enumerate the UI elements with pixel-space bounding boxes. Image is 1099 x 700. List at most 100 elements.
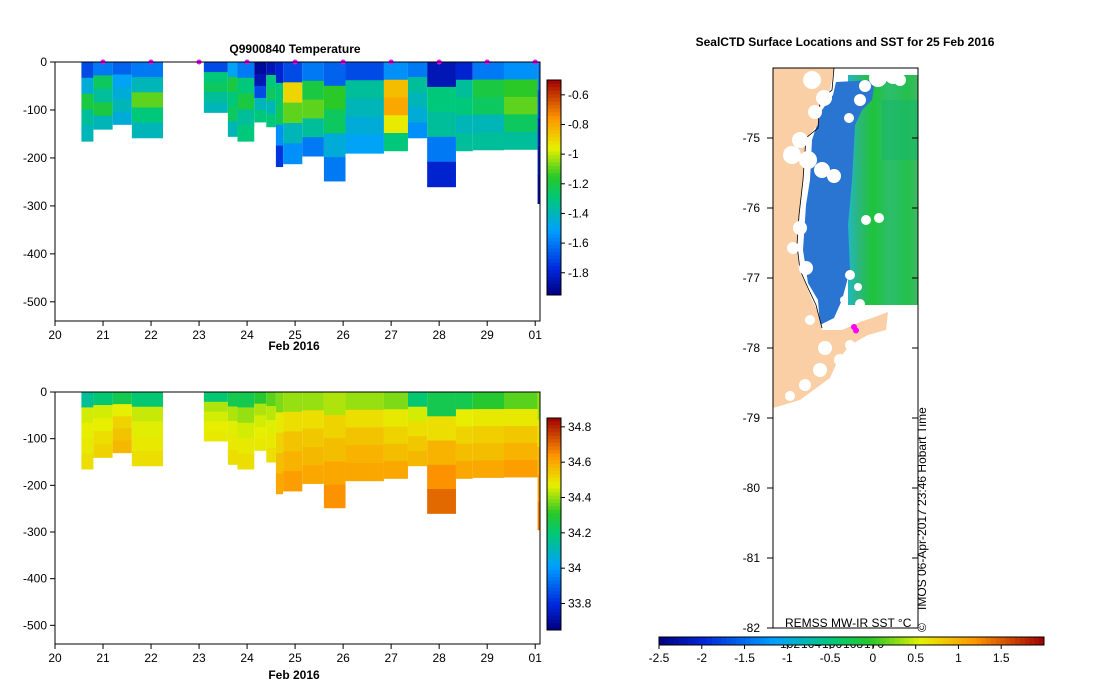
colorbar-step xyxy=(547,531,561,536)
profile-12-cell-0 xyxy=(323,62,346,87)
sst-colorbar-step xyxy=(822,637,828,645)
sst-colorbar-step xyxy=(711,637,718,645)
sst-colorbar-step xyxy=(760,637,766,645)
sst-colorbar-step xyxy=(687,637,694,645)
profile-3-cell-0 xyxy=(131,392,164,408)
profile-0-cell-3 xyxy=(81,438,94,455)
profile-18-cell-2 xyxy=(472,97,504,116)
profile-18-cell-4 xyxy=(472,460,504,478)
profile-8-cell-3 xyxy=(266,100,276,115)
profile-18-cell-1 xyxy=(472,409,504,427)
colorbar-step xyxy=(547,453,561,458)
colorbar-step xyxy=(547,80,561,85)
colorbar-step xyxy=(547,474,561,479)
profile-11-cell-4 xyxy=(302,137,324,157)
profile-19-cell-3 xyxy=(503,442,538,461)
profile-1-cell-1 xyxy=(93,405,113,419)
x-tick-label: 24 xyxy=(240,328,254,342)
sst-colorbar-step xyxy=(832,637,838,645)
y-tick-label: -100 xyxy=(23,432,47,446)
sst-colorbar-step xyxy=(942,637,949,645)
sst-colorbar-step xyxy=(692,637,698,645)
colorbar-step xyxy=(547,259,561,264)
sst-colorbar-tick-label: -2 xyxy=(696,651,707,665)
profile-17-cell-3 xyxy=(455,115,473,134)
y-tick-label: -400 xyxy=(23,572,47,586)
colorbar-step xyxy=(547,601,561,606)
profile-1-cell-0 xyxy=(93,392,113,406)
colorbar-tick-label: -0.8 xyxy=(568,117,589,131)
colorbar-step xyxy=(547,287,561,292)
colorbar-step xyxy=(547,262,561,267)
colorbar-step xyxy=(547,219,561,224)
profile-8-cell-2 xyxy=(266,87,276,102)
profile-11-cell-2 xyxy=(302,99,324,119)
colorbar-tick-label: 34.6 xyxy=(568,455,592,469)
sst-map-title: SealCTD Surface Locations and SST for 25… xyxy=(696,35,995,49)
colorbar-step xyxy=(547,552,561,557)
profile-9-cell-4 xyxy=(275,473,284,495)
profile-2-cell-3 xyxy=(112,428,132,442)
sst-map-panel: SealCTD Surface Locations and SST for 25… xyxy=(649,35,1045,665)
sst-colorbar-step xyxy=(1034,637,1040,645)
profile-2-cell-1 xyxy=(112,74,132,88)
lat-tick-label: -78 xyxy=(743,341,761,355)
profile-9-cell-1 xyxy=(275,412,284,434)
sst-colorbar-step xyxy=(928,637,934,645)
y-tick-label: -300 xyxy=(23,199,47,213)
sst-colorbar-step xyxy=(890,637,896,645)
sst-colorbar-step xyxy=(976,637,982,645)
colorbar-step xyxy=(547,140,561,145)
sst-patch xyxy=(882,100,918,160)
profile-2-cell-1 xyxy=(112,404,132,417)
sst-colorbar-step xyxy=(957,637,963,645)
profile-14-cell-2 xyxy=(383,426,408,445)
colorbar-step xyxy=(547,191,561,196)
profile-5-cell-1 xyxy=(227,76,238,93)
x-tick-label: 20 xyxy=(48,328,62,342)
colorbar-frame xyxy=(546,417,562,631)
colorbar-step xyxy=(547,615,561,620)
colorbar-step xyxy=(547,90,561,95)
x-tick-label: 21 xyxy=(96,651,110,665)
profile-4-cell-4 xyxy=(203,102,228,113)
profile-15-cell-2 xyxy=(407,421,428,437)
y-tick-label: 0 xyxy=(40,385,47,399)
x-tick-label: 25 xyxy=(288,651,302,665)
colorbar-step xyxy=(547,495,561,500)
colorbar-step xyxy=(547,166,561,171)
profile-17-cell-0 xyxy=(455,62,473,81)
profile-16-cell-0 xyxy=(427,62,456,88)
profile-20-cell-1 xyxy=(537,419,540,448)
profile-4-cell-2 xyxy=(203,411,228,422)
profile-14-cell-0 xyxy=(383,392,408,410)
colorbar-step xyxy=(547,180,561,185)
temperature-section-title: Q9900840 Temperature xyxy=(229,42,361,56)
sst-colorbar-step xyxy=(813,637,819,645)
profile-13-cell-2 xyxy=(345,98,384,118)
y-tick-label: 0 xyxy=(40,55,47,69)
sst-map-lat-ticks: -75 -76 -77 -78 -79 -80 -81 -82 xyxy=(743,131,918,635)
profile-4-cell-3 xyxy=(203,421,228,432)
profile-6-cell-1 xyxy=(237,77,255,95)
profile-4-cell-0 xyxy=(203,62,228,73)
colorbar-step xyxy=(547,226,561,231)
profile-14-cell-1 xyxy=(383,79,408,98)
colorbar-step xyxy=(547,449,561,454)
profile-12-cell-0 xyxy=(323,392,346,416)
colorbar-step xyxy=(547,112,561,117)
profile-13-cell-3 xyxy=(345,116,384,136)
temperature-y-ticks: 0 -100 -200 -300 -400 -500 xyxy=(23,55,55,309)
colorbar-step xyxy=(547,162,561,167)
colorbar-step xyxy=(547,562,561,567)
colorbar-step xyxy=(547,612,561,617)
sst-colorbar-step xyxy=(803,637,809,645)
seal-location-marker xyxy=(853,327,859,334)
profile-9-cell-3 xyxy=(275,124,284,147)
colorbar-step xyxy=(547,594,561,599)
x-tick-label: 27 xyxy=(384,328,398,342)
profile-4-cell-3 xyxy=(203,92,228,103)
profile-5-cell-4 xyxy=(227,449,238,465)
colorbar-step xyxy=(547,548,561,553)
x-tick-label: 01 xyxy=(529,651,543,665)
